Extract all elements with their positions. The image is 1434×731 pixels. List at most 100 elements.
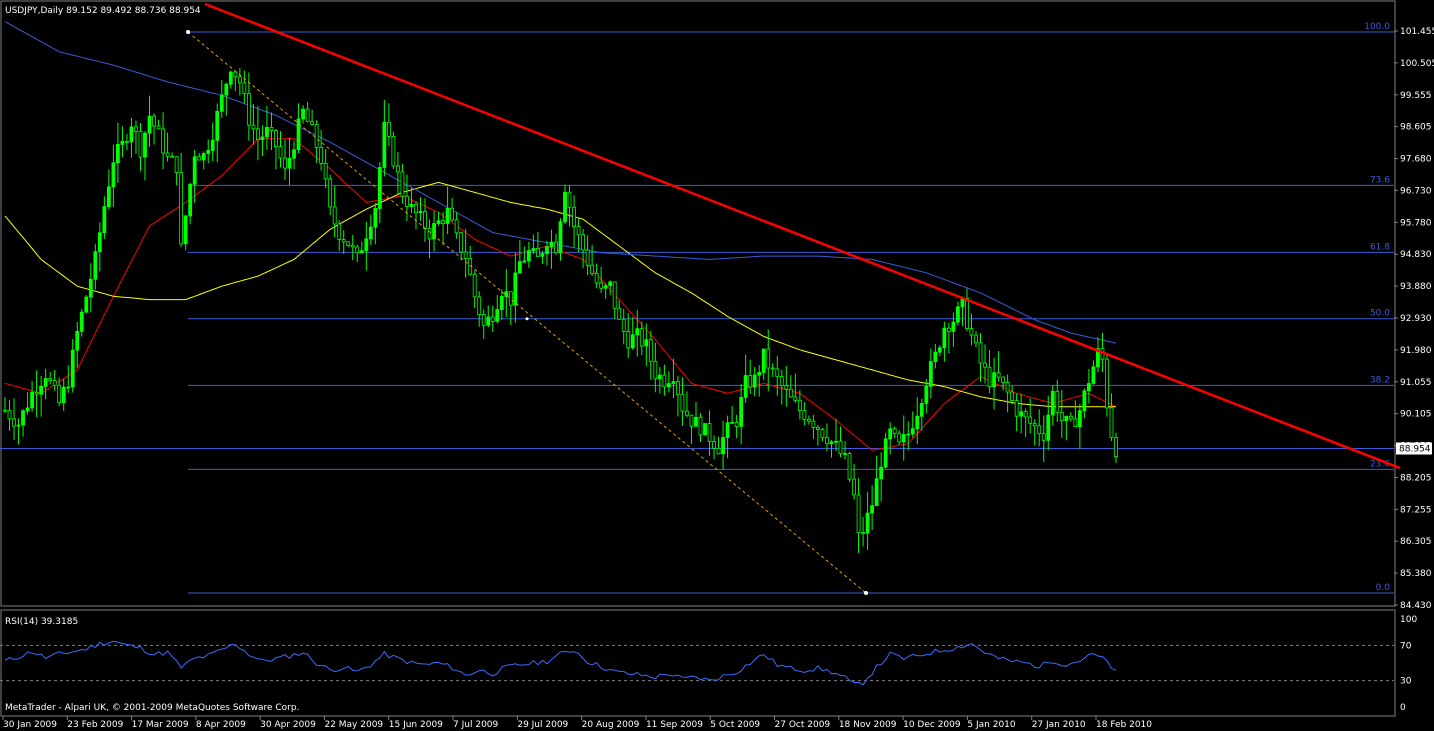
- candle-body: [170, 155, 175, 158]
- candle-body: [278, 146, 283, 159]
- candle-body: [237, 76, 242, 84]
- date-tick-label: 20 Aug 2009: [582, 720, 640, 730]
- candle: [359, 241, 364, 254]
- fib-anchor-mid: [525, 317, 529, 321]
- candle: [396, 152, 400, 195]
- candle: [34, 370, 39, 417]
- candle-body: [450, 207, 455, 221]
- candle-body: [956, 306, 960, 323]
- date-axis: 30 Jan 2009 23 Feb 2009 17 Mar 2009 8 Apr 2…: [2, 716, 1152, 730]
- candle: [590, 244, 595, 276]
- candle: [269, 112, 274, 151]
- candle-body: [364, 238, 369, 252]
- date-tick-label: 5 Oct 2009: [710, 720, 760, 730]
- candle-body: [843, 453, 847, 455]
- candle: [712, 435, 716, 460]
- candle: [459, 231, 464, 261]
- footer-copyright: MetaTrader - Alpari UK, © 2001-2009 Meta…: [5, 703, 299, 713]
- candle: [301, 105, 305, 124]
- candle: [368, 214, 373, 246]
- candle: [707, 410, 712, 456]
- candle-body: [1001, 376, 1005, 383]
- candle: [233, 71, 238, 91]
- candle: [906, 421, 911, 451]
- candle-body: [1091, 366, 1096, 384]
- candle-body: [138, 131, 143, 158]
- candle: [7, 399, 12, 431]
- candle-body: [228, 71, 233, 85]
- fib-level-label: 73.6: [1370, 175, 1390, 185]
- candle-body: [671, 381, 676, 384]
- price-tick-label: 91.055: [1400, 378, 1432, 388]
- candle: [924, 379, 929, 414]
- candle-body: [933, 351, 938, 362]
- price-axis: 101.455 100.505 99.555 98.605 97.680 96.730 95…: [1394, 27, 1434, 611]
- candle: [391, 131, 396, 170]
- candle-body: [156, 125, 161, 130]
- candle: [441, 211, 445, 246]
- candle: [576, 218, 581, 253]
- candle-body: [1077, 410, 1082, 428]
- candle-body: [79, 311, 84, 332]
- candle: [644, 323, 649, 367]
- candle-body: [283, 157, 287, 169]
- candle: [743, 354, 748, 403]
- candlestick-series: [3, 67, 1118, 554]
- candle: [865, 491, 870, 551]
- candle: [319, 130, 324, 171]
- candle-body: [666, 383, 671, 388]
- candle: [1059, 390, 1064, 438]
- candle-body: [301, 108, 305, 120]
- candle-body: [242, 82, 247, 94]
- candle: [928, 348, 933, 399]
- candle: [698, 413, 703, 442]
- candle-body: [865, 512, 870, 534]
- candle-body: [48, 378, 53, 381]
- candle: [215, 103, 220, 163]
- candle-body: [161, 128, 165, 154]
- fib-level-label: 61.8: [1370, 242, 1390, 252]
- candle: [897, 430, 902, 445]
- candle: [1082, 388, 1087, 419]
- candle-body: [1109, 407, 1114, 439]
- candle-body: [350, 245, 355, 248]
- candle-body: [1096, 348, 1100, 368]
- candle-body: [612, 281, 617, 309]
- candle-body: [147, 115, 152, 134]
- candle: [974, 331, 978, 348]
- candle: [856, 478, 861, 554]
- candle: [495, 295, 500, 324]
- candle-body: [1023, 411, 1028, 418]
- candle: [585, 235, 590, 276]
- candle: [350, 234, 355, 260]
- candle-body: [165, 152, 170, 157]
- candle-body: [567, 191, 572, 208]
- candle-body: [102, 206, 107, 234]
- date-tick-label: 27 Oct 2009: [775, 720, 831, 730]
- candle: [847, 451, 852, 483]
- candle-body: [355, 246, 360, 254]
- candle-body: [657, 374, 662, 380]
- candle-body: [508, 291, 513, 306]
- candle-body: [319, 146, 324, 164]
- candle-body: [1073, 418, 1078, 428]
- candle-body: [888, 428, 893, 440]
- candle-body: [983, 362, 987, 368]
- candle: [522, 246, 527, 264]
- candle-body: [269, 126, 274, 132]
- candle-body: [256, 128, 260, 140]
- rsi-tick-label: 30: [1400, 677, 1412, 687]
- candle-body: [1019, 411, 1024, 417]
- candle-body: [563, 191, 567, 223]
- candle: [834, 418, 838, 452]
- candle: [725, 415, 730, 459]
- candle-body: [472, 273, 477, 298]
- candle-body: [680, 393, 685, 412]
- candle-body: [43, 378, 48, 387]
- candle-body: [1050, 390, 1055, 416]
- date-tick-label: 15 Jun 2009: [389, 720, 443, 730]
- candle: [549, 229, 554, 269]
- candle-body: [323, 163, 328, 180]
- candle-body: [775, 368, 780, 377]
- candle: [621, 308, 626, 345]
